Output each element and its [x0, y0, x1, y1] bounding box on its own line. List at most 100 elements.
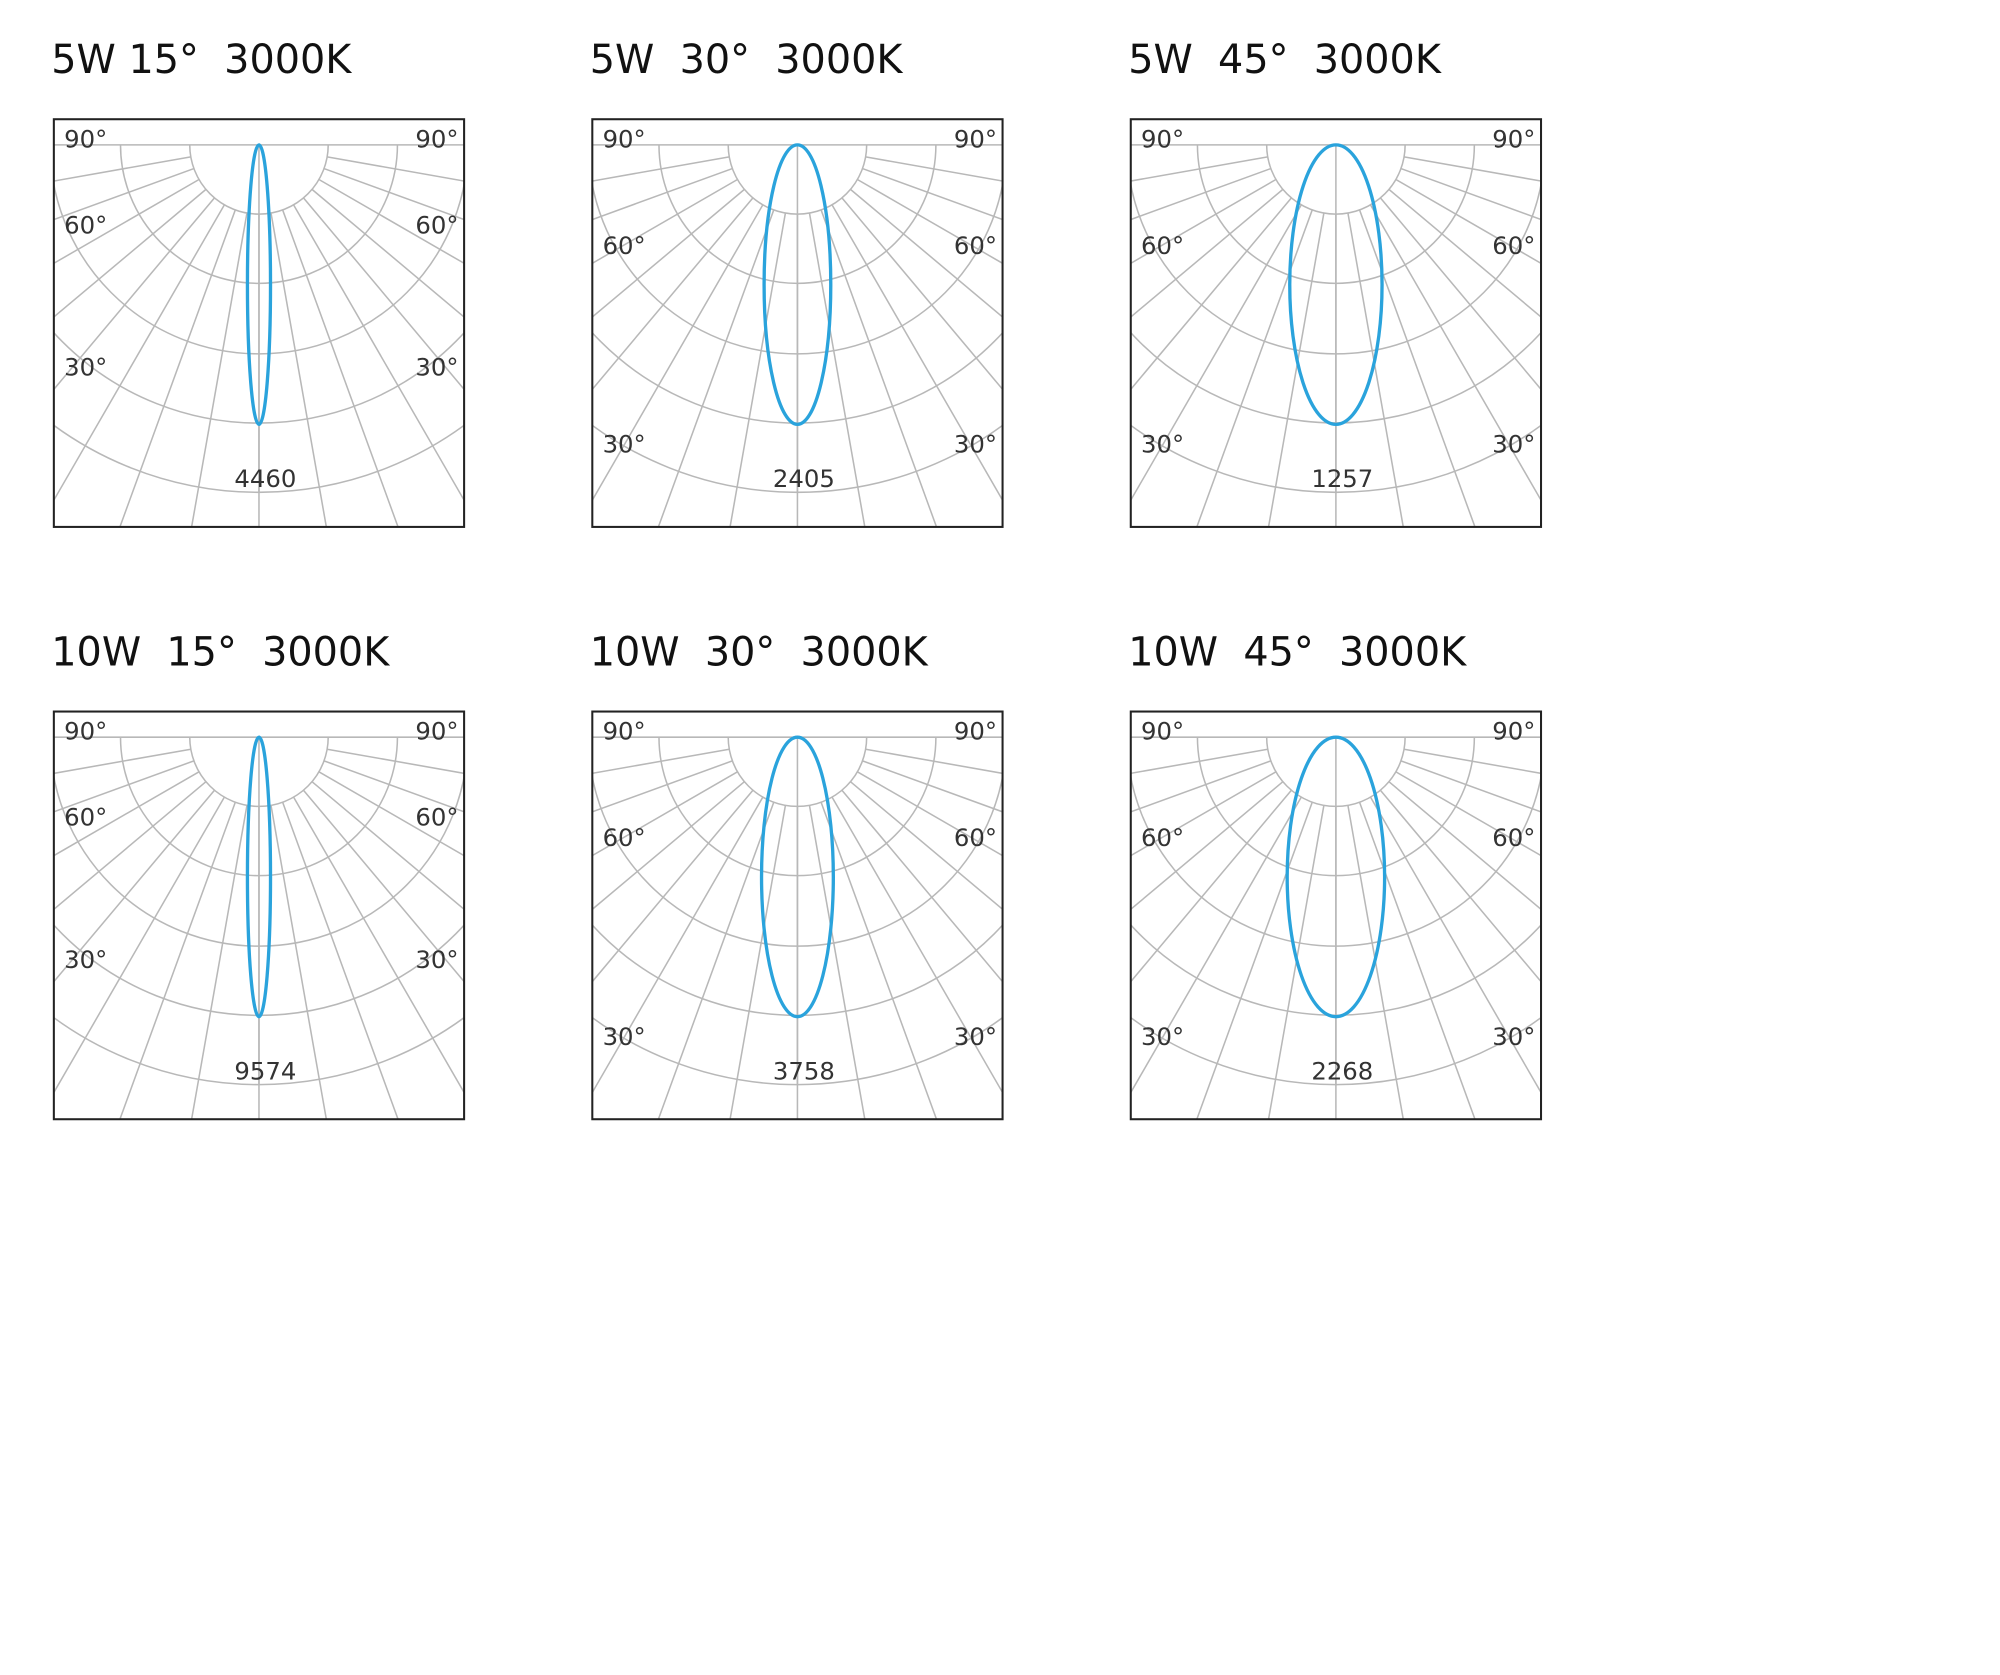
- grid-ray: [1130, 204, 1302, 502]
- polar-panel: 10W 30° 3000K 90° 90° 60° 60° 30° 30° 3758: [590, 629, 1004, 1121]
- grid-ray: [1130, 781, 1284, 911]
- panel-frame: [591, 118, 1004, 528]
- angle-label: 30°: [1141, 1022, 1184, 1051]
- grid-arc: [53, 424, 465, 493]
- panel-title: 5W 15° 3000K: [51, 37, 352, 83]
- grid-ray: [1267, 805, 1325, 1120]
- grid-ray: [592, 771, 738, 857]
- grid-ray: [1347, 805, 1405, 1120]
- grid-ray: [53, 781, 207, 911]
- panel-frame: [591, 710, 1004, 1121]
- angle-label: 90°: [1492, 717, 1535, 746]
- grid-ray: [53, 197, 216, 391]
- panel-title: 5W 45° 3000K: [1128, 37, 1442, 83]
- angle-label: 60°: [415, 210, 458, 239]
- grid-ray: [1130, 789, 1292, 983]
- grid-ray: [323, 760, 465, 813]
- angle-label: 90°: [1492, 124, 1535, 153]
- grid-ray: [53, 178, 200, 265]
- panel-title: 10W 30° 3000K: [590, 629, 929, 675]
- angle-label: 90°: [603, 124, 646, 153]
- grid-ray: [1403, 748, 1542, 775]
- grid-ray: [311, 781, 465, 911]
- grid-ray: [327, 748, 465, 775]
- grid-ray: [1395, 771, 1542, 857]
- grid-ray: [831, 796, 1003, 1095]
- grid-ray: [1130, 188, 1284, 318]
- peak-intensity: 4460: [234, 464, 296, 493]
- grid-ray: [323, 167, 465, 221]
- angle-label: 90°: [603, 717, 646, 746]
- angle-label: 60°: [1492, 231, 1535, 260]
- angle-label: 90°: [1141, 124, 1184, 153]
- grid-ray: [1403, 156, 1542, 182]
- panel-title: 10W 45° 3000K: [1128, 629, 1467, 675]
- grid-ray: [841, 197, 1003, 391]
- grid-ray: [1130, 167, 1272, 221]
- grid-ray: [1388, 188, 1542, 318]
- polar-panel: 5W 30° 3000K 90° 90° 60° 60° 30° 30° 2405: [590, 37, 1004, 528]
- grid-ray: [53, 796, 226, 1095]
- beam-curve: [759, 735, 835, 1019]
- grid-ray: [865, 748, 1003, 775]
- grid-ray: [857, 771, 1003, 857]
- angle-label: 30°: [64, 945, 107, 974]
- angle-label: 30°: [954, 430, 997, 459]
- angle-label: 90°: [954, 717, 997, 746]
- panel-frame: [1129, 118, 1543, 528]
- peak-intensity: 2268: [1311, 1056, 1373, 1085]
- grid-ray: [729, 805, 787, 1120]
- grid-ray: [53, 188, 207, 318]
- angle-label: 30°: [603, 430, 646, 459]
- angle-label: 30°: [1141, 430, 1184, 459]
- grid-ray: [327, 156, 465, 182]
- grid-ray: [1130, 760, 1272, 813]
- peak-intensity: 9574: [234, 1056, 296, 1085]
- grid-ray: [592, 748, 730, 775]
- grid-ray: [808, 212, 866, 527]
- grid-ray: [592, 167, 733, 221]
- beam-curve: [1288, 143, 1384, 427]
- angle-label: 30°: [603, 1022, 646, 1051]
- angle-label: 30°: [1492, 1022, 1535, 1051]
- angle-label: 90°: [64, 717, 107, 746]
- angle-label: 90°: [415, 124, 458, 153]
- grid-ray: [862, 760, 1003, 813]
- grid-ray: [592, 197, 754, 391]
- panel-title: 5W 30° 3000K: [590, 37, 904, 83]
- grid-ray: [270, 805, 328, 1120]
- polar-panel: 5W 15° 3000K 90° 90° 60° 60° 30° 30° 4460: [51, 37, 466, 528]
- grid-ray: [1130, 156, 1268, 182]
- beam-curve: [1285, 735, 1387, 1019]
- peak-intensity: 1257: [1311, 464, 1373, 493]
- angle-label: 60°: [415, 803, 458, 832]
- angle-label: 60°: [1492, 823, 1535, 852]
- grid-ray: [1358, 209, 1476, 527]
- grid-ray: [318, 771, 465, 857]
- grid-ray: [1267, 212, 1325, 527]
- grid-ray: [1196, 209, 1313, 527]
- grid-ray: [831, 204, 1003, 502]
- angle-label: 90°: [64, 124, 107, 153]
- grid-ray: [53, 204, 226, 502]
- polar-panel: 10W 15° 3000K 90° 90° 60° 60° 30° 30° 9574: [51, 629, 466, 1121]
- grid-arc: [53, 1016, 465, 1086]
- grid-ray: [53, 748, 191, 775]
- angle-label: 90°: [415, 717, 458, 746]
- grid-ray: [592, 796, 764, 1095]
- grid-ray: [53, 760, 195, 813]
- grid-ray: [1130, 197, 1292, 391]
- grid-ray: [862, 167, 1003, 221]
- grid-ray: [849, 781, 1003, 911]
- grid-ray: [1369, 204, 1542, 502]
- peak-intensity: 2405: [773, 464, 835, 493]
- grid-ray: [820, 209, 938, 527]
- grid-ray: [292, 796, 465, 1095]
- panel-frame: [52, 710, 466, 1121]
- grid-ray: [849, 188, 1003, 318]
- polar-panel: 5W 45° 3000K 90° 90° 60° 60° 30° 30° 1257: [1128, 37, 1543, 528]
- grid-ray: [1388, 781, 1542, 911]
- polar-grid: [1130, 144, 1542, 527]
- grid-ray: [657, 209, 775, 527]
- grid-ray: [53, 167, 195, 221]
